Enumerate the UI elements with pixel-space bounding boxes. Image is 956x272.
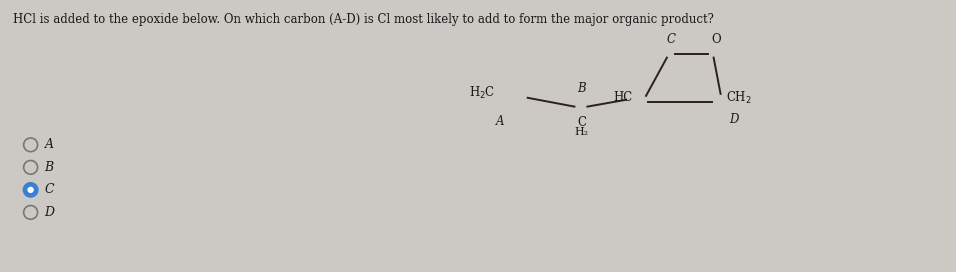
Text: B: B <box>45 161 54 174</box>
Text: B: B <box>577 82 586 95</box>
Text: H$_2$C: H$_2$C <box>468 85 495 101</box>
Text: C: C <box>576 116 586 129</box>
Text: HCl is added to the epoxide below. On which carbon (A-D) is Cl most likely to ad: HCl is added to the epoxide below. On wh… <box>12 13 713 26</box>
Text: D: D <box>45 206 54 219</box>
Text: CH$_2$: CH$_2$ <box>726 90 751 106</box>
Text: A: A <box>45 138 54 151</box>
Text: HC: HC <box>613 91 632 104</box>
Text: A: A <box>495 115 504 128</box>
Circle shape <box>28 187 33 192</box>
Text: H₂: H₂ <box>575 127 589 137</box>
Circle shape <box>24 183 37 197</box>
Text: C: C <box>666 33 675 46</box>
Text: O: O <box>712 33 722 46</box>
Text: C: C <box>45 183 54 196</box>
Text: D: D <box>728 113 738 126</box>
